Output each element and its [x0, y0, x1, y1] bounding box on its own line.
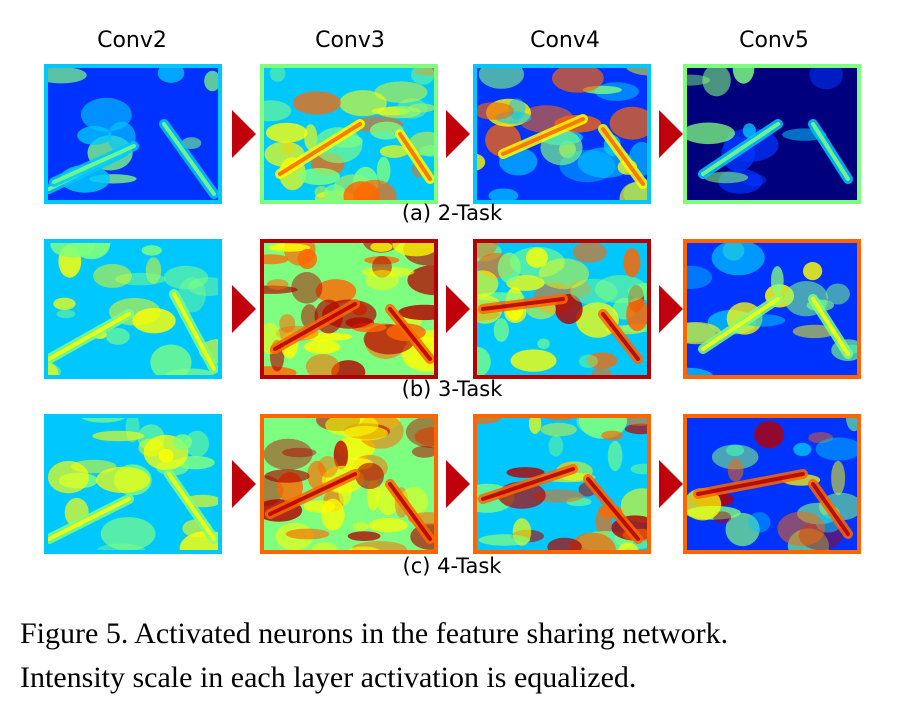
- activation-map-icon: [683, 239, 861, 379]
- activation-map-icon: [473, 414, 651, 554]
- arrow-right-icon: [232, 285, 256, 333]
- activation-map-a-conv5: [683, 64, 861, 204]
- arrow-right-icon: [446, 285, 470, 333]
- arrow-right-icon: [232, 460, 256, 508]
- activation-map-b-conv2: [44, 239, 222, 379]
- activation-map-c-conv5: [683, 414, 861, 554]
- arrow-right-icon: [659, 285, 683, 333]
- activation-map-icon: [260, 239, 438, 379]
- arrow-right-icon: [446, 110, 470, 158]
- arrow-right-icon: [232, 110, 256, 158]
- activation-map-icon: [473, 64, 651, 204]
- activation-map-icon: [44, 414, 222, 554]
- caption-line-2: Intensity scale in each layer activation…: [20, 661, 637, 694]
- activation-map-c-conv2: [44, 414, 222, 554]
- column-header-conv5: Conv5: [739, 28, 809, 53]
- arrow-right-icon: [659, 460, 683, 508]
- activation-map-b-conv3: [260, 239, 438, 379]
- activation-map-b-conv5: [683, 239, 861, 379]
- activation-map-icon: [44, 64, 222, 204]
- activation-map-a-conv2: [44, 64, 222, 204]
- arrow-right-icon: [446, 460, 470, 508]
- activation-map-icon: [473, 239, 651, 379]
- row-label-c: (c) 4-Task: [402, 554, 502, 578]
- arrow-right-icon: [659, 110, 683, 158]
- column-header-conv3: Conv3: [315, 28, 385, 53]
- row-label-b: (b) 3-Task: [401, 377, 503, 401]
- activation-map-icon: [683, 64, 861, 204]
- activation-map-icon: [260, 414, 438, 554]
- figure-caption: Figure 5. Activated neurons in the featu…: [20, 612, 900, 700]
- activation-map-a-conv4: [473, 64, 651, 204]
- activation-map-icon: [44, 239, 222, 379]
- column-header-conv4: Conv4: [530, 28, 600, 53]
- activation-map-b-conv4: [473, 239, 651, 379]
- activation-map-icon: [260, 64, 438, 204]
- activation-map-c-conv4: [473, 414, 651, 554]
- column-header-conv2: Conv2: [97, 28, 167, 53]
- activation-map-c-conv3: [260, 414, 438, 554]
- activation-map-icon: [683, 414, 861, 554]
- caption-line-1: Figure 5. Activated neurons in the featu…: [20, 617, 729, 650]
- row-label-a: (a) 2-Task: [401, 201, 503, 225]
- activation-map-a-conv3: [260, 64, 438, 204]
